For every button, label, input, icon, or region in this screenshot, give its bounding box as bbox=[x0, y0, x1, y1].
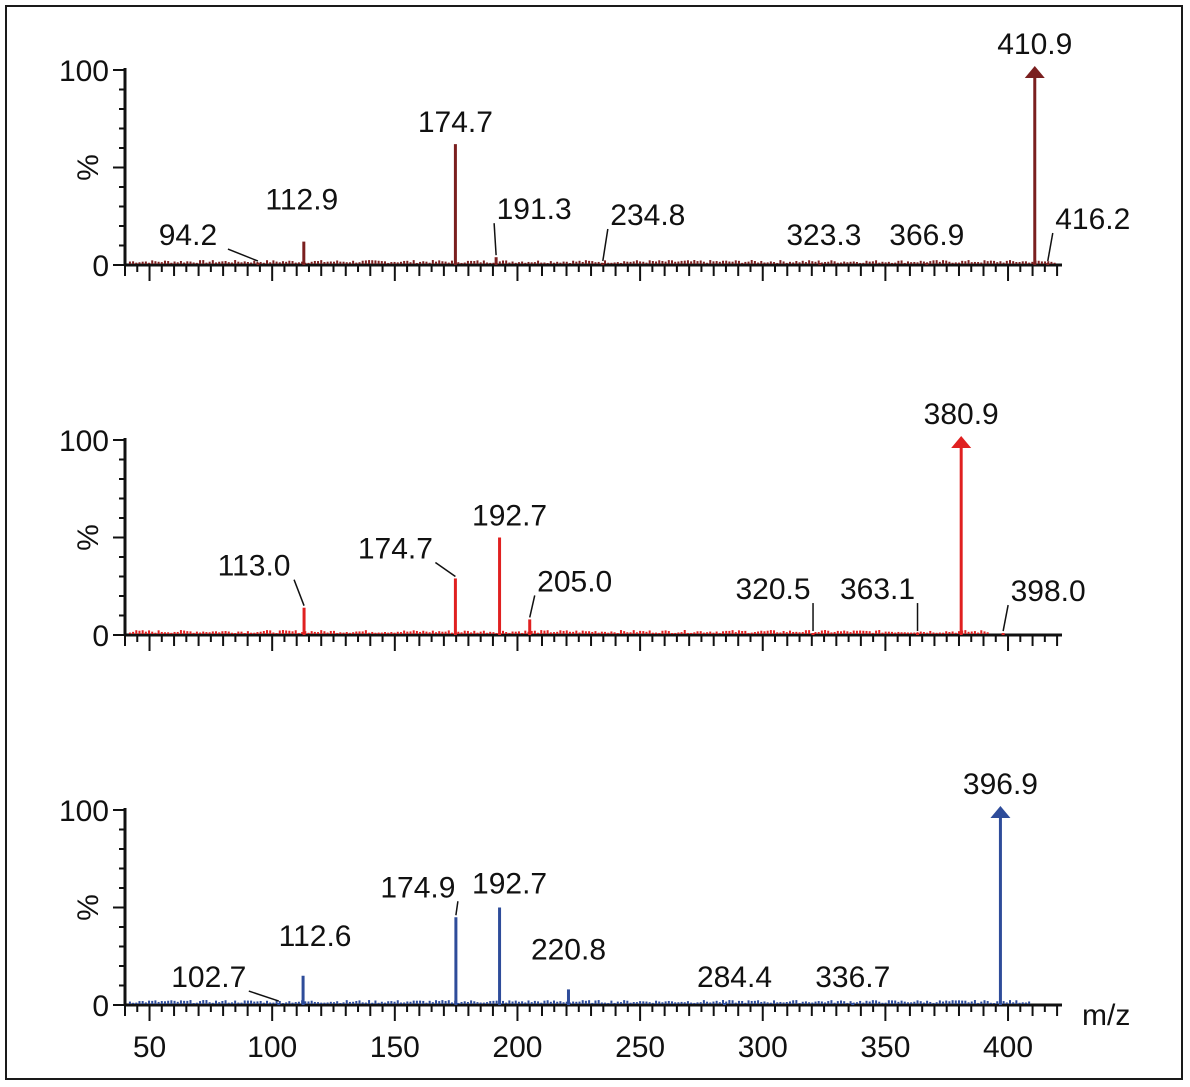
peak-label: 410.9 bbox=[997, 28, 1072, 61]
peak-label: 112.6 bbox=[279, 920, 352, 953]
y-tick-label: 0 bbox=[92, 250, 109, 283]
x-tick-label: 50 bbox=[133, 1031, 166, 1064]
peak-label: 191.3 bbox=[497, 193, 572, 226]
peak-label: 205.0 bbox=[537, 565, 612, 598]
x-axis-label: m/z bbox=[1082, 999, 1130, 1032]
y-tick-label: 100 bbox=[59, 55, 109, 88]
peak-label: 112.9 bbox=[265, 184, 338, 217]
peak-label: 174.7 bbox=[418, 106, 493, 139]
peak-label: 220.8 bbox=[531, 933, 606, 966]
peak-label: 234.8 bbox=[610, 199, 685, 232]
y-axis-label: % bbox=[72, 154, 105, 181]
y-axis-label: % bbox=[72, 524, 105, 551]
peak-leader-line bbox=[1002, 604, 1009, 632]
x-tick-label: 250 bbox=[615, 1031, 665, 1064]
peak-label: 192.7 bbox=[472, 500, 547, 533]
peak-label: 323.3 bbox=[786, 219, 861, 252]
x-tick-label: 100 bbox=[247, 1031, 297, 1064]
peak-label: 192.7 bbox=[472, 868, 547, 901]
peak-label: 396.9 bbox=[963, 768, 1038, 801]
y-tick-label: 0 bbox=[92, 620, 109, 653]
peak-label: 284.4 bbox=[697, 961, 772, 994]
peak-leader-line bbox=[493, 223, 497, 256]
peak-leader-line bbox=[248, 990, 280, 1002]
peak-label: 113.0 bbox=[218, 550, 291, 583]
peak-leader-line bbox=[293, 579, 305, 606]
y-tick-label: 100 bbox=[59, 795, 109, 828]
peak-label: 174.7 bbox=[358, 532, 433, 565]
peak-leader-line bbox=[602, 228, 609, 262]
peak-leader-line bbox=[528, 595, 536, 618]
peak-leader-line bbox=[434, 561, 456, 578]
peak-label: 380.9 bbox=[924, 398, 999, 431]
peak-label: 94.2 bbox=[159, 219, 217, 252]
peak-label: 102.7 bbox=[171, 961, 246, 994]
x-tick-label: 350 bbox=[860, 1031, 910, 1064]
base-peak-arrow bbox=[1024, 66, 1045, 78]
x-tick-label: 150 bbox=[370, 1031, 420, 1064]
peak-leader-line bbox=[227, 248, 259, 262]
spectrum-panel-2: 0 100% 113.0 174.7 192.7 205.0 320.5 363.1 380.9… bbox=[59, 398, 1086, 653]
y-tick-label: 100 bbox=[59, 425, 109, 458]
peak-label: 366.9 bbox=[889, 219, 964, 252]
spectrum-panel-3: 0 100% 50 100 150 200 250 300 350 400 m/z 102.7 112.… bbox=[59, 768, 1130, 1064]
y-axis-label: % bbox=[72, 894, 105, 921]
base-peak-arrow bbox=[951, 436, 972, 448]
figure-frame bbox=[5, 5, 1183, 1080]
y-tick-label: 0 bbox=[92, 990, 109, 1023]
peak-label: 398.0 bbox=[1011, 575, 1086, 608]
peak-leader-line bbox=[455, 901, 459, 916]
spectrum-panel-1: 0 100% 94.2 112.9 174.7 191.3 234.8 323.3 366.9 4… bbox=[59, 28, 1130, 283]
peak-label: 363.1 bbox=[840, 573, 915, 606]
peak-label: 416.2 bbox=[1055, 203, 1130, 236]
peak-label: 174.9 bbox=[380, 871, 455, 904]
base-peak-arrow bbox=[990, 806, 1011, 818]
x-tick-label: 200 bbox=[492, 1031, 542, 1064]
x-tick-label: 300 bbox=[738, 1031, 788, 1064]
peak-label: 336.7 bbox=[815, 961, 890, 994]
x-tick-label: 400 bbox=[983, 1031, 1033, 1064]
peak-leader-line bbox=[1047, 232, 1054, 262]
peak-label: 320.5 bbox=[735, 573, 810, 606]
